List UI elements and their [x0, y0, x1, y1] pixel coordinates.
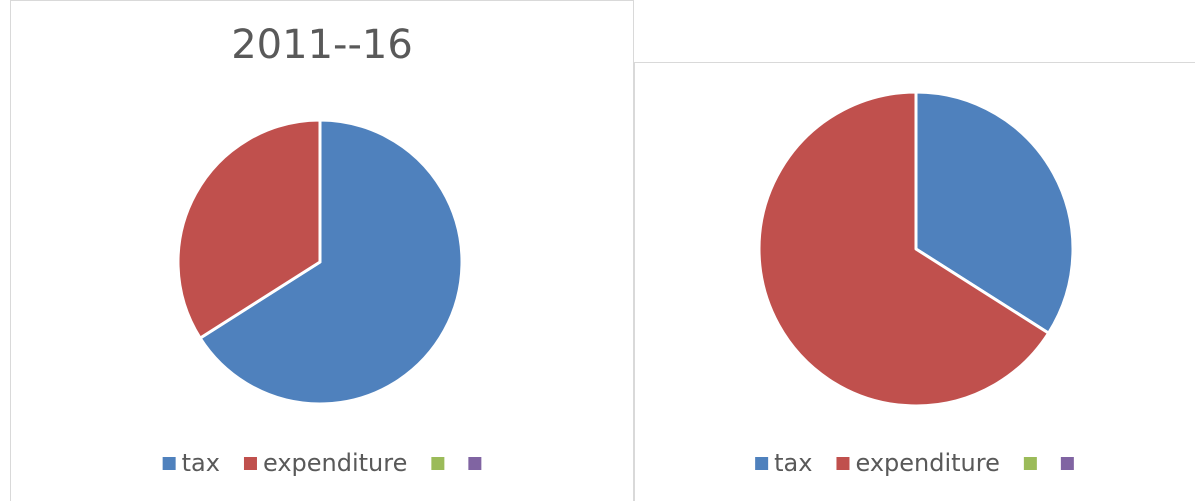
legend-swatch	[755, 457, 769, 470]
pie-slice	[198, 118, 464, 406]
legend-label: tax	[182, 449, 220, 477]
legend-label: expenditure	[263, 449, 407, 477]
legend-swatch	[1060, 457, 1074, 470]
legend-swatch	[1023, 457, 1037, 470]
legend-label: tax	[774, 449, 812, 477]
pie-slice	[176, 118, 322, 340]
legend-swatch	[836, 457, 850, 470]
legend-label: expenditure	[855, 449, 999, 477]
legend-swatch	[162, 457, 176, 470]
legend-swatch	[243, 457, 257, 470]
legend-swatch	[431, 457, 445, 470]
chart-title: 2011--16	[231, 22, 413, 68]
pie-slice	[757, 90, 1051, 408]
legend-swatch	[468, 457, 482, 470]
